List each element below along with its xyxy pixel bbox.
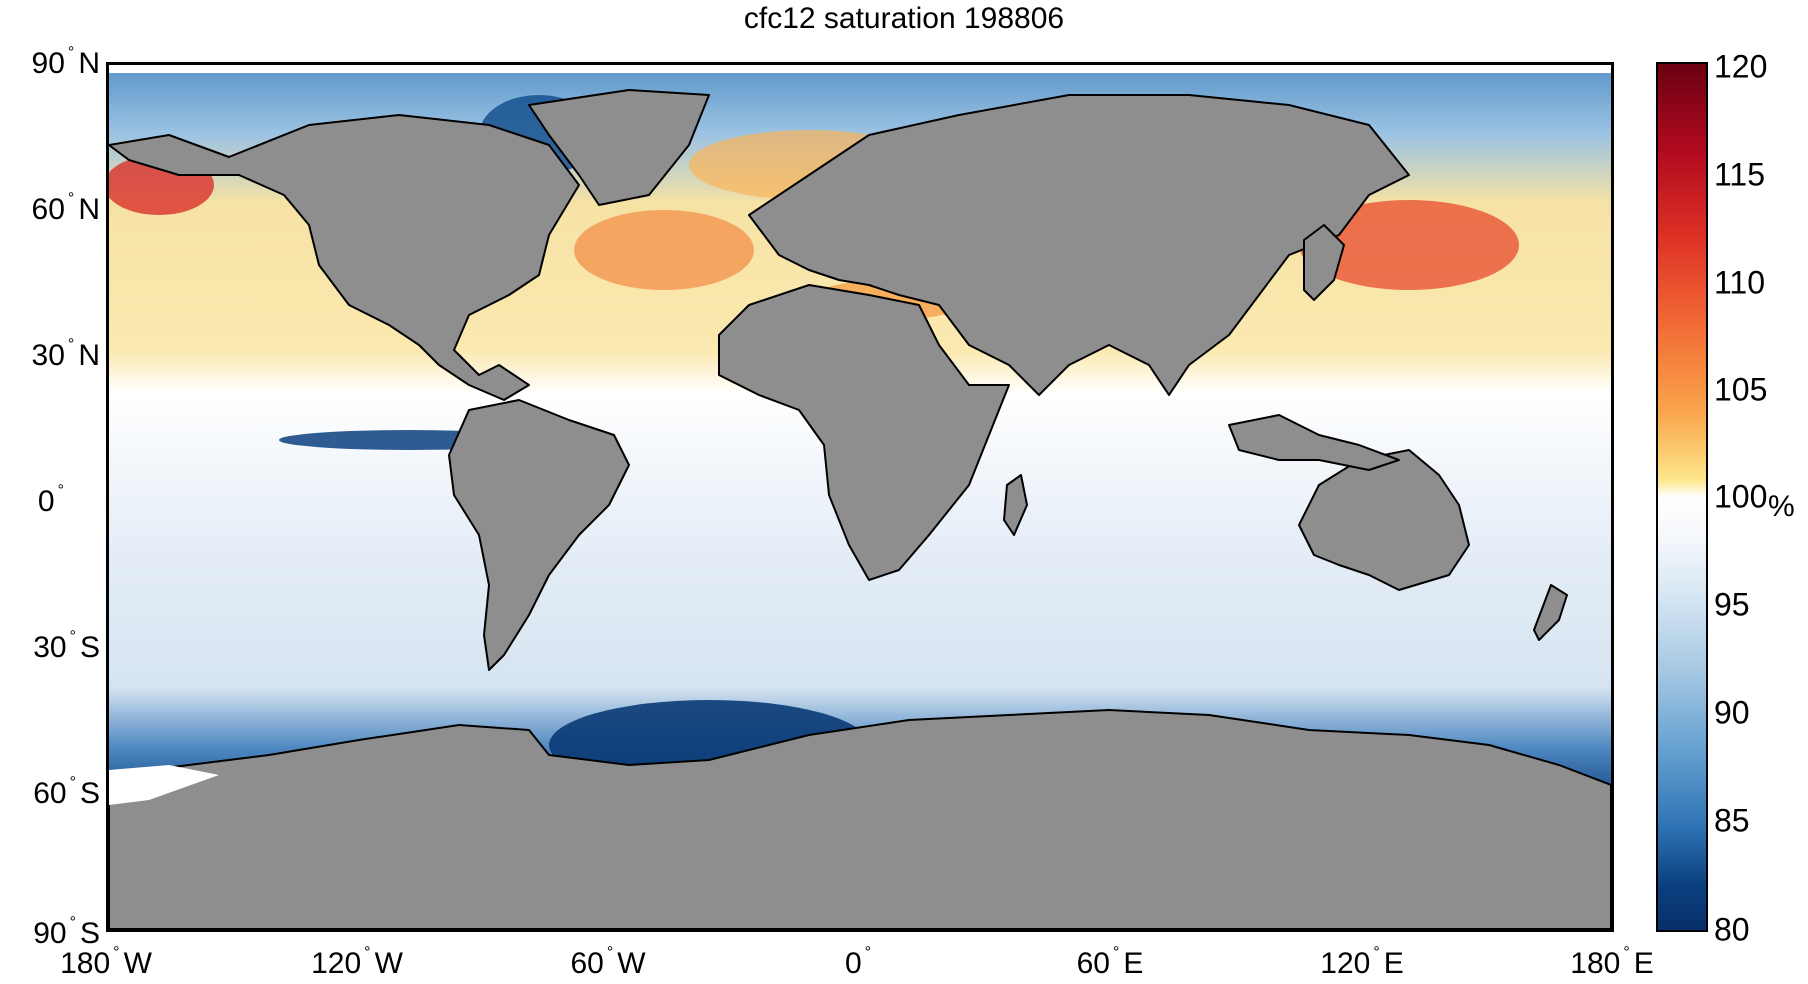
colorbar-tick-95: 95	[1714, 586, 1750, 623]
antarctic-ice-edge	[109, 765, 219, 805]
map-canvas	[109, 65, 1611, 929]
lon-label-0: 0 °	[844, 944, 872, 980]
north-atlantic-hotspot	[574, 210, 754, 290]
landmass-antarctica	[109, 709, 1611, 929]
lat-label-90n: 90 ° N	[31, 44, 100, 80]
landmass-africa	[718, 284, 1010, 581]
colorbar-tick-100: 100	[1714, 478, 1768, 515]
lon-label-120w: 120 ° W	[311, 944, 403, 980]
landmass-greenland	[528, 89, 710, 206]
colorbar-tick-105: 105	[1714, 371, 1768, 408]
colorbar-tick-90: 90	[1714, 694, 1750, 731]
lon-label-180e: 180 ° E	[1570, 944, 1654, 980]
landmass-japan	[1303, 224, 1345, 301]
colorbar-tick-85: 85	[1714, 802, 1750, 839]
landmass-eurasia	[748, 94, 1410, 396]
colorbar-tick-115: 115	[1714, 156, 1766, 193]
colorbar	[1656, 62, 1708, 932]
colorbar-tick-120: 120	[1714, 48, 1768, 85]
lon-label-60w: 60 ° W	[570, 944, 646, 980]
landmass-new-zealand	[1533, 584, 1568, 641]
landmass-north-america	[109, 114, 580, 401]
lat-label-0: 0 °	[37, 482, 64, 518]
landmass-south-america	[448, 399, 630, 671]
colorbar-tick-80: 80	[1714, 911, 1750, 948]
landmass-maritime-se-asia	[1228, 414, 1400, 471]
polar-mask-north	[109, 65, 1611, 73]
colorbar-tick-110: 110	[1714, 264, 1766, 301]
lon-label-120e: 120 ° E	[1320, 944, 1404, 980]
map-title: cfc12 saturation 198806	[743, 2, 1065, 35]
lat-label-90s: 90 ° S	[33, 914, 100, 950]
colorbar-unit: %	[1768, 490, 1795, 523]
map-panel	[106, 62, 1614, 932]
lat-label-30n: 30 ° N	[31, 336, 100, 372]
kuroshio-hotspot	[1299, 200, 1519, 290]
lat-label-60s: 60 ° S	[33, 774, 100, 810]
landmass-madagascar	[1003, 474, 1028, 536]
lon-label-180w: 180 ° W	[60, 944, 152, 980]
landmass-australia	[1298, 449, 1470, 591]
lat-label-30s: 30 ° S	[33, 628, 100, 664]
lat-label-60n: 60 ° N	[31, 190, 100, 226]
lon-label-60e: 60 ° E	[1076, 944, 1144, 980]
